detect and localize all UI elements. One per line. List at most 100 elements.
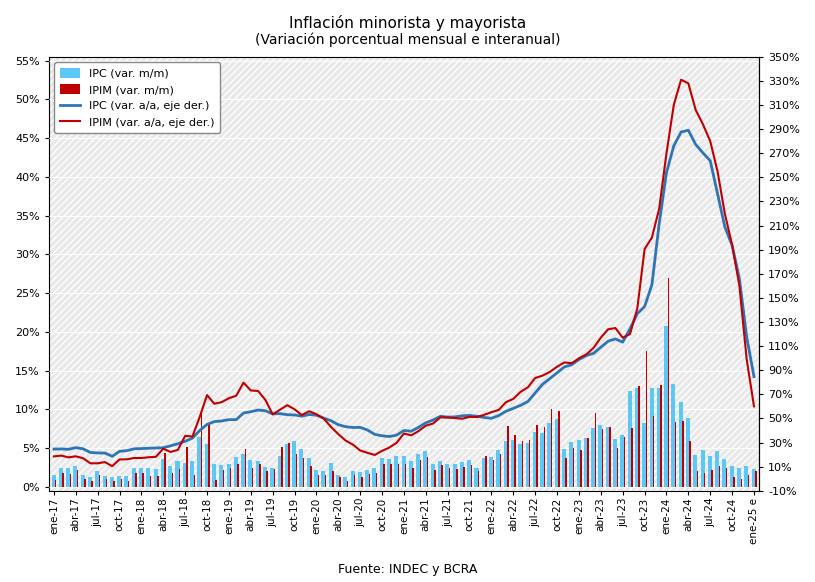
Text: Inflación minorista y mayorista: Inflación minorista y mayorista: [289, 15, 526, 30]
Bar: [314, 470, 318, 487]
Bar: [332, 471, 333, 487]
Bar: [346, 481, 348, 487]
Bar: [128, 481, 130, 487]
Bar: [376, 473, 377, 487]
Bar: [456, 469, 457, 487]
Bar: [573, 448, 575, 487]
Bar: [113, 481, 115, 487]
Bar: [529, 441, 531, 487]
Bar: [263, 467, 267, 487]
Bar: [259, 464, 261, 487]
Bar: [708, 456, 711, 487]
Bar: [635, 388, 639, 487]
Bar: [526, 443, 530, 487]
Bar: [66, 469, 70, 487]
Bar: [398, 464, 399, 487]
Bar: [227, 464, 231, 487]
Bar: [667, 278, 669, 487]
Bar: [504, 441, 508, 487]
Bar: [299, 449, 303, 487]
Bar: [390, 464, 392, 487]
Bar: [208, 423, 209, 487]
Bar: [215, 480, 217, 487]
Bar: [394, 456, 399, 487]
Bar: [200, 410, 202, 487]
Bar: [737, 469, 741, 487]
Bar: [675, 422, 676, 487]
Bar: [380, 458, 384, 487]
Bar: [591, 428, 595, 487]
Bar: [358, 472, 362, 487]
Bar: [256, 460, 260, 487]
Bar: [249, 460, 253, 487]
Bar: [420, 460, 421, 487]
Bar: [679, 402, 683, 487]
Bar: [278, 456, 282, 487]
Bar: [424, 451, 427, 487]
Bar: [409, 460, 413, 487]
Bar: [715, 451, 719, 487]
Bar: [460, 462, 464, 487]
Bar: [471, 465, 472, 487]
Bar: [161, 459, 165, 487]
Bar: [271, 467, 275, 487]
Bar: [88, 477, 92, 487]
Bar: [485, 456, 487, 487]
Bar: [694, 455, 698, 487]
Bar: [722, 459, 726, 487]
Bar: [339, 477, 341, 487]
Bar: [602, 429, 603, 487]
Bar: [175, 462, 179, 487]
Bar: [551, 409, 553, 487]
Bar: [274, 469, 275, 487]
Bar: [292, 441, 296, 487]
Bar: [153, 469, 157, 487]
Bar: [570, 442, 573, 487]
Bar: [73, 466, 77, 487]
Bar: [482, 458, 486, 487]
Bar: [62, 473, 64, 487]
Bar: [580, 450, 582, 487]
Bar: [729, 466, 734, 487]
Bar: [623, 436, 625, 487]
Bar: [613, 439, 617, 487]
Bar: [157, 476, 159, 487]
Bar: [383, 464, 385, 487]
Bar: [197, 437, 201, 487]
Bar: [139, 467, 143, 487]
Bar: [135, 473, 137, 487]
Bar: [540, 432, 544, 487]
Text: (Variación porcentual mensual e interanual): (Variación porcentual mensual e interanu…: [255, 32, 560, 47]
Bar: [638, 386, 640, 487]
Bar: [751, 469, 756, 487]
Bar: [598, 425, 602, 487]
Bar: [445, 464, 449, 487]
Bar: [434, 470, 436, 487]
Bar: [289, 443, 290, 487]
Bar: [234, 457, 238, 487]
Bar: [106, 479, 108, 487]
Bar: [343, 477, 347, 487]
Bar: [219, 465, 223, 487]
Bar: [664, 327, 668, 487]
Bar: [84, 479, 86, 487]
Bar: [474, 467, 478, 487]
Bar: [645, 352, 647, 487]
Bar: [449, 467, 450, 487]
Bar: [576, 441, 580, 487]
Bar: [642, 423, 646, 487]
Bar: [606, 427, 610, 487]
Bar: [190, 460, 194, 487]
Legend: IPC (var. m/m), IPIM (var. m/m), IPC (var. a/a, eje der.), IPIM (var. a/a, eje d: IPC (var. m/m), IPIM (var. m/m), IPC (va…: [55, 62, 220, 133]
Bar: [478, 471, 479, 487]
Bar: [689, 441, 691, 487]
Bar: [132, 469, 136, 487]
Bar: [168, 466, 172, 487]
Bar: [558, 411, 560, 487]
Bar: [492, 460, 494, 487]
Bar: [354, 474, 355, 487]
Bar: [179, 469, 180, 487]
Bar: [306, 458, 311, 487]
Bar: [672, 384, 676, 487]
Bar: [701, 450, 705, 487]
